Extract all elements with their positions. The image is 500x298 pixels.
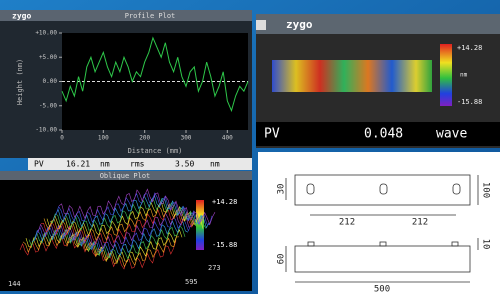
x-axis-label: Distance (mm): [128, 147, 183, 155]
y-tick-label: -10.00: [35, 127, 57, 134]
rms-label: rms: [130, 160, 145, 169]
dimension: 30: [277, 184, 287, 195]
window-title: Oblique Plot: [100, 172, 151, 180]
x-tick-label: 300: [181, 135, 192, 142]
dimension: 10: [481, 239, 491, 250]
dimension: 212: [412, 218, 428, 228]
y-tick-label: 0.00: [43, 78, 58, 85]
color-bar: [196, 200, 204, 250]
y-tick-label: +10.00: [35, 30, 57, 37]
scale-max: +14.28: [212, 198, 237, 206]
y-tick-label: +5.00: [39, 54, 57, 61]
oblique-window: Oblique Plot +14.28 -15.88 144 595 273: [0, 171, 252, 291]
screenshot: zygo Profile Plot Height (nm) Distance (…: [0, 0, 500, 294]
pv-unit: nm: [100, 160, 110, 169]
y-end: 273: [208, 264, 221, 272]
rms-value: 3.50: [175, 160, 194, 169]
x-tick-label: 100: [98, 135, 109, 142]
x-tick-label: 0: [60, 135, 64, 142]
dimension: 212: [339, 218, 355, 228]
scale-max: +14.28: [457, 44, 482, 52]
dimension: 500: [374, 285, 390, 295]
technical-drawing: 30 212 212 100 60 10 500: [258, 152, 500, 294]
x-tick-label: 400: [222, 135, 233, 142]
x-start: 144: [8, 280, 21, 288]
pv-value: 16.21: [66, 160, 90, 169]
stats-bar: PV 16.21 nm rms 3.50 nm: [28, 158, 252, 170]
logo: zygo: [286, 18, 313, 31]
scale-min: -15.88: [212, 241, 237, 249]
logo: zygo: [12, 12, 31, 21]
color-bar: [440, 44, 452, 106]
x-end: 595: [185, 278, 198, 286]
map-window: zygo +14.28 nm -15.88 PV 0.048 wave: [256, 14, 500, 148]
close-button[interactable]: [256, 20, 266, 30]
surface-map: [272, 60, 432, 92]
drawing-bg: [258, 152, 500, 294]
y-axis-label: Height (nm): [16, 59, 24, 105]
pv-value: 0.048: [364, 127, 403, 142]
dimension: 60: [277, 254, 287, 265]
rms-unit: nm: [210, 160, 220, 169]
pv-label: PV: [264, 127, 280, 142]
pv-label: PV: [34, 160, 44, 169]
y-tick-label: -5.00: [39, 102, 57, 109]
x-tick-label: 200: [139, 135, 150, 142]
pv-unit: wave: [436, 127, 467, 142]
dimension: 100: [481, 182, 491, 198]
window-title: Profile Plot: [125, 12, 176, 20]
scale-unit: nm: [460, 72, 468, 79]
scale-min: -15.88: [457, 98, 482, 106]
